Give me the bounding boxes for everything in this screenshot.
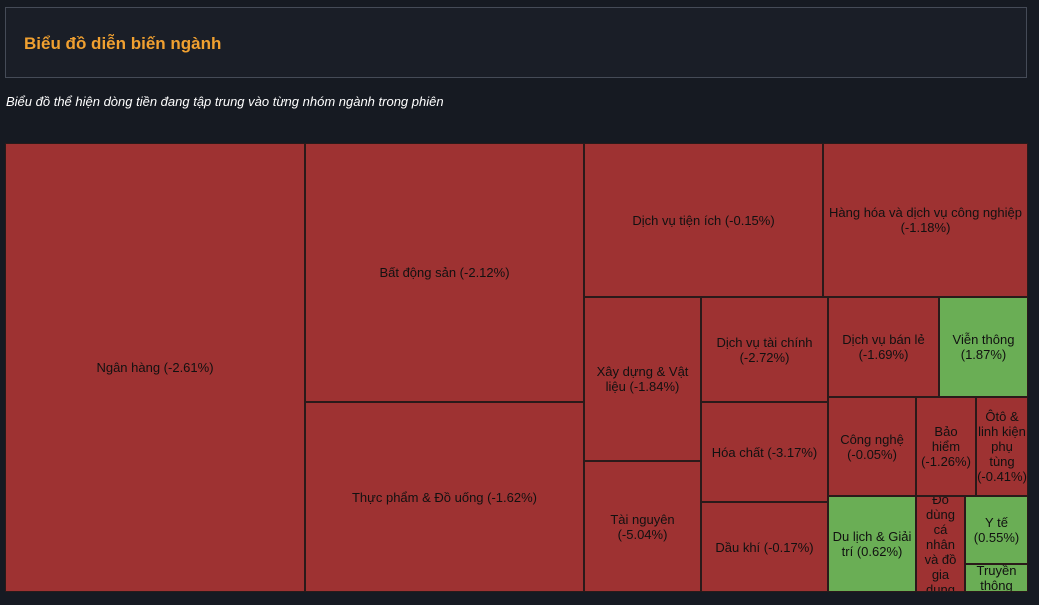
treemap-tile[interactable]: Dịch vụ tài chính (-2.72%) bbox=[701, 297, 828, 402]
treemap-tile[interactable]: Ngân hàng (-2.61%) bbox=[5, 143, 305, 592]
treemap-tile-label: Truyền thông bbox=[976, 564, 1017, 592]
treemap-tile[interactable]: Y tế (0.55%) bbox=[965, 496, 1028, 564]
treemap-tile-label: Du lịch & Giải trí (0.62%) bbox=[832, 529, 912, 559]
treemap-tile[interactable]: Tài nguyên (-5.04%) bbox=[584, 461, 701, 592]
treemap-tile[interactable]: Ôtô & linh kiện phụ tùng (-0.41%) bbox=[976, 397, 1028, 496]
treemap-tile[interactable]: Hóa chất (-3.17%) bbox=[701, 402, 828, 502]
treemap-tile-label: Bất động sản (-2.12%) bbox=[379, 265, 510, 280]
treemap-tile-label: Tài nguyên (-5.04%) bbox=[610, 511, 675, 542]
treemap-tile[interactable]: Dầu khí (-0.17%) bbox=[701, 502, 828, 592]
treemap-tile-label: Y tế (0.55%) bbox=[973, 515, 1020, 545]
treemap-tile[interactable]: Đồ dùng cá nhân và đồ gia dụng bbox=[916, 496, 965, 592]
chart-subtitle: Biểu đồ thể hiện dòng tiền đang tập trun… bbox=[6, 94, 444, 109]
treemap-tile[interactable]: Viễn thông (1.87%) bbox=[939, 297, 1028, 397]
treemap-tile[interactable]: Xây dựng & Vật liệu (-1.84%) bbox=[584, 297, 701, 461]
treemap-tile[interactable]: Truyền thông bbox=[965, 564, 1028, 592]
treemap-tile-label: Hàng hóa và dịch vụ công nghiệp (-1.18%) bbox=[829, 205, 1022, 235]
treemap-tile[interactable]: Hàng hóa và dịch vụ công nghiệp (-1.18%) bbox=[823, 143, 1028, 297]
treemap-tile-label: Thực phẩm & Đồ uống (-1.62%) bbox=[351, 489, 537, 505]
treemap-tile-label: Bảo hiểm (-1.26%) bbox=[921, 424, 971, 469]
treemap-tile[interactable]: Thực phẩm & Đồ uống (-1.62%) bbox=[305, 402, 584, 592]
treemap-tile[interactable]: Công nghệ (-0.05%) bbox=[828, 397, 916, 496]
treemap-tile[interactable]: Dịch vụ tiện ích (-0.15%) bbox=[584, 143, 823, 297]
industry-treemap: Ngân hàng (-2.61%) Bất động sản (-2.12%) T… bbox=[5, 143, 1028, 592]
treemap-tile[interactable]: Bảo hiểm (-1.26%) bbox=[916, 397, 976, 496]
treemap-tile-label: Ngân hàng (-2.61%) bbox=[96, 360, 214, 375]
page-title: Biểu đồ diễn biến ngành bbox=[24, 34, 222, 53]
treemap-tile-label: Ôtô & linh kiện phụ tùng (-0.41%) bbox=[977, 409, 1027, 484]
treemap-tile[interactable]: Bất động sản (-2.12%) bbox=[305, 143, 584, 402]
treemap-tile[interactable]: Dịch vụ bán lẻ (-1.69%) bbox=[828, 297, 939, 397]
treemap-tile-label: Dầu khí (-0.17%) bbox=[715, 539, 814, 555]
treemap-tile-label: Viễn thông (1.87%) bbox=[952, 332, 1015, 362]
treemap-tile-label: Dịch vụ tiện ích (-0.15%) bbox=[632, 212, 775, 228]
header-panel: Biểu đồ diễn biến ngành bbox=[5, 7, 1027, 78]
treemap-tile-label: Đồ dùng cá nhân và đồ gia dụng bbox=[924, 496, 957, 592]
treemap-tile-label: Xây dựng & Vật liệu (-1.84%) bbox=[596, 364, 689, 394]
treemap-tile-label: Dịch vụ tài chính (-2.72%) bbox=[716, 334, 813, 365]
treemap-tile[interactable]: Du lịch & Giải trí (0.62%) bbox=[828, 496, 916, 592]
treemap-tile-label: Dịch vụ bán lẻ (-1.69%) bbox=[842, 332, 925, 362]
treemap-tile-label: Công nghệ (-0.05%) bbox=[840, 431, 904, 462]
treemap-tile-label: Hóa chất (-3.17%) bbox=[711, 444, 818, 460]
